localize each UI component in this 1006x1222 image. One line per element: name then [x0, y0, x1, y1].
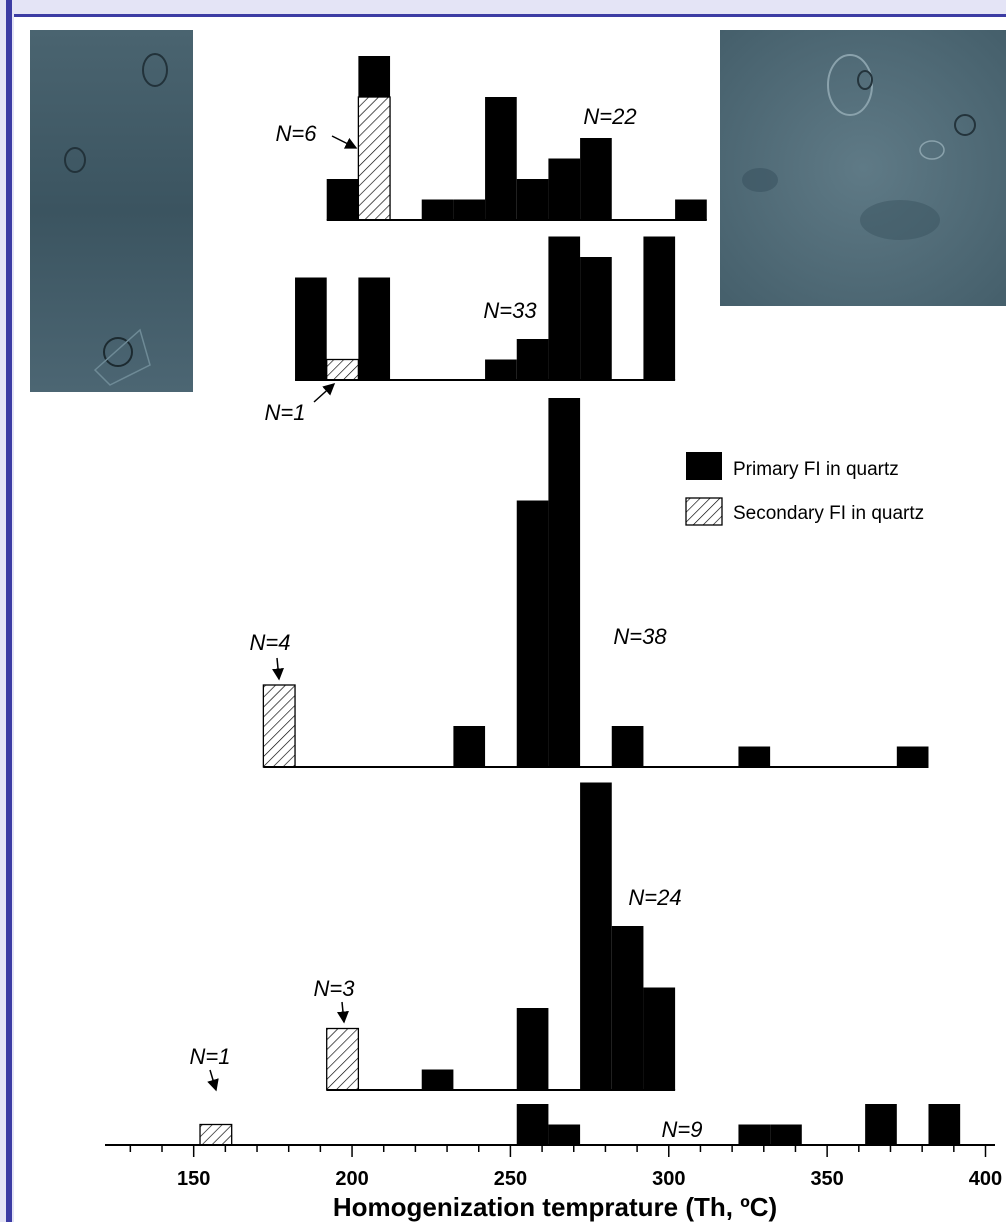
count-label: N=22 — [583, 104, 636, 129]
count-label: N=38 — [613, 624, 667, 649]
bar — [548, 398, 580, 767]
legend-swatch — [686, 452, 722, 480]
bar — [865, 1104, 897, 1145]
count-label: N=6 — [276, 121, 318, 146]
bar — [295, 278, 327, 381]
x-tick-label: 400 — [969, 1168, 1002, 1190]
bar — [612, 926, 644, 1090]
bar — [738, 1125, 770, 1146]
bar — [770, 1125, 802, 1146]
frame-edge — [6, 0, 12, 1222]
bar — [897, 747, 929, 768]
bar — [548, 237, 580, 381]
bar — [548, 159, 580, 221]
bar — [517, 1104, 549, 1145]
count-label: N=1 — [265, 400, 306, 425]
page: N=22 N=6 N=33 N=1 N=38 N=4 N=24 N=3 N=9 N=1 150 200… — [0, 0, 1006, 1222]
count-label: N=3 — [314, 976, 356, 1001]
bar — [358, 278, 390, 381]
x-tick-label: 150 — [177, 1168, 210, 1190]
bar — [580, 257, 612, 380]
count-label: N=33 — [483, 298, 537, 323]
legend-label: Secondary FI in quartz — [733, 503, 924, 524]
bar — [485, 360, 517, 381]
bar — [200, 1125, 232, 1146]
frame-edge — [14, 14, 1006, 17]
count-label: N=9 — [662, 1117, 703, 1142]
bar — [517, 339, 549, 380]
bar — [675, 200, 707, 221]
bar — [580, 138, 612, 220]
bar — [358, 97, 390, 220]
bar — [263, 685, 295, 767]
bar — [612, 726, 644, 767]
bar — [517, 501, 549, 768]
bar — [643, 237, 675, 381]
bar — [517, 179, 549, 220]
bar — [358, 56, 390, 97]
bar — [643, 988, 675, 1091]
bar — [453, 726, 485, 767]
bar — [453, 200, 485, 221]
count-label: N=24 — [628, 885, 681, 910]
bar — [580, 783, 612, 1091]
photo-left — [30, 30, 193, 392]
bar — [738, 747, 770, 768]
bar — [327, 360, 359, 381]
count-label: N=4 — [250, 630, 291, 655]
figure: N=22 N=6 N=33 N=1 N=38 N=4 N=24 N=3 N=9 N=1 150 200… — [0, 0, 1006, 1222]
bar — [548, 1125, 580, 1146]
x-tick-label: 350 — [810, 1168, 843, 1190]
bar — [422, 1070, 454, 1091]
x-tick-label: 300 — [652, 1168, 685, 1190]
x-tick-label: 200 — [335, 1168, 368, 1190]
bar — [928, 1104, 960, 1145]
bar — [327, 179, 359, 220]
legend-label: Primary FI in quartz — [733, 459, 899, 480]
legend-swatch — [686, 498, 722, 525]
x-tick-label: 250 — [494, 1168, 527, 1190]
bar — [517, 1008, 549, 1090]
bar — [327, 1029, 359, 1091]
bar — [485, 97, 517, 220]
x-axis-label: Homogenization temprature (Th, ºC) — [333, 1192, 777, 1222]
photo-right — [720, 30, 1006, 306]
count-label: N=1 — [190, 1044, 231, 1069]
bar — [422, 200, 454, 221]
